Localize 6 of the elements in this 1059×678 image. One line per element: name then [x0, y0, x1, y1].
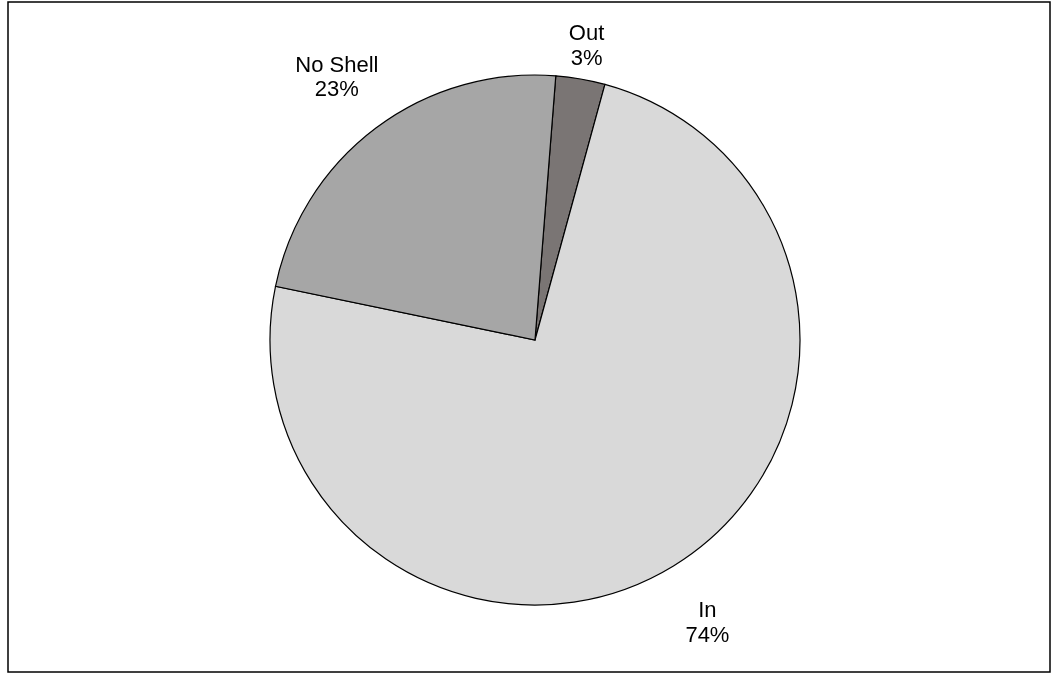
slice-label: No Shell: [295, 52, 379, 78]
slice-label: In: [698, 597, 717, 623]
slice-label: Out: [568, 20, 605, 46]
data-label: 74%: [685, 621, 730, 647]
data-label: 3%: [570, 44, 603, 70]
data-label: 23%: [314, 76, 359, 102]
